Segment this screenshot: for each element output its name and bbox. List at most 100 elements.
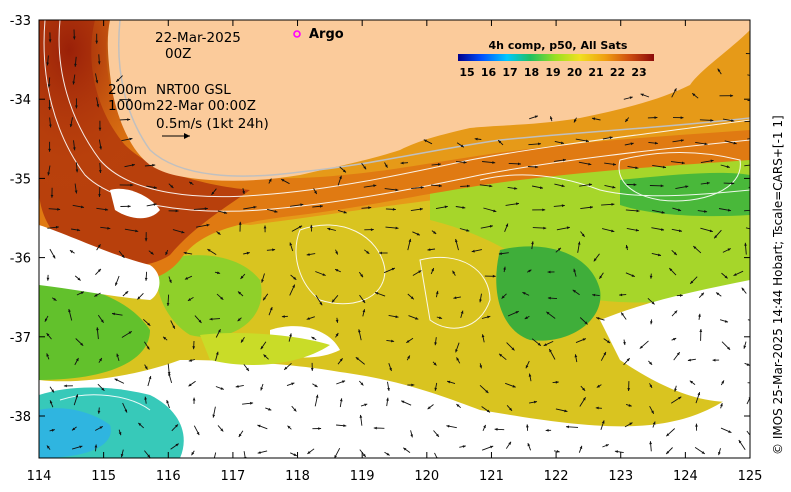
current-arrow-head <box>75 169 79 173</box>
current-arrow-head <box>263 225 267 229</box>
current-arrow-head <box>716 292 720 296</box>
current-arrow-head <box>331 299 335 303</box>
current-arrow-head <box>549 116 553 120</box>
current-arrow-head <box>69 124 73 128</box>
current-arrow-head <box>250 401 254 405</box>
current-arrow-head <box>220 296 224 300</box>
current-arrow-head <box>585 139 589 143</box>
current-arrow-head <box>560 141 564 145</box>
source-label: NRT00 GSL <box>156 82 231 98</box>
current-arrow-head <box>543 343 547 346</box>
current-arrow-head <box>437 163 441 166</box>
current-arrow-head <box>593 258 597 262</box>
current-arrow-head <box>289 242 293 246</box>
current-arrow-head <box>310 224 313 228</box>
current-arrow-head <box>509 407 512 411</box>
current-arrow-head <box>175 209 179 213</box>
current-arrow-head <box>128 98 132 102</box>
current-arrow-head <box>629 96 633 100</box>
current-arrow-head <box>220 428 224 432</box>
current-arrow-head <box>614 450 618 453</box>
current-arrow-head <box>204 207 208 210</box>
current-arrow-head <box>206 223 210 227</box>
current-arrow-head <box>95 80 99 84</box>
current-arrow-head <box>211 191 215 195</box>
current-arrow-head <box>240 275 244 279</box>
current-arrow-head <box>697 392 701 396</box>
current-arrow-head <box>127 205 131 208</box>
current-arrow-head <box>98 194 101 197</box>
scale-label: 0.5m/s (1kt 24h) <box>156 116 269 132</box>
y-tick-label: -33 <box>10 14 31 29</box>
current-arrow-head <box>673 338 677 341</box>
current-arrow-head <box>207 249 211 252</box>
current-arrow-head <box>77 277 81 281</box>
current-arrow-head <box>128 331 132 335</box>
current-arrow-head <box>144 396 147 400</box>
colorbar-tick-label: 23 <box>631 66 646 79</box>
current-arrow-head <box>137 296 141 300</box>
current-arrow-head <box>724 320 728 323</box>
current-arrow-head <box>415 317 419 320</box>
current-arrow-head <box>401 400 405 404</box>
current-arrow-head <box>721 380 724 384</box>
date-label: 22-Mar-2025 <box>155 30 241 46</box>
current-arrow-head <box>166 303 170 306</box>
current-arrow-head <box>306 253 310 256</box>
current-arrow-head <box>339 175 342 179</box>
current-arrow-head <box>526 424 529 428</box>
current-arrow-head <box>733 273 737 276</box>
current-arrow-head <box>582 397 586 401</box>
current-arrow-head <box>588 183 592 187</box>
current-arrow-head <box>574 354 578 358</box>
current-arrow-head <box>416 232 420 236</box>
current-arrow <box>744 209 750 212</box>
current-arrow-head <box>138 422 142 426</box>
current-arrow-head <box>46 445 50 449</box>
time-label: 00Z <box>165 46 191 62</box>
current-arrow-head <box>355 357 359 361</box>
x-tick-label: 125 <box>738 469 763 484</box>
current-arrow-head <box>717 68 721 72</box>
current-arrow-head <box>635 166 639 170</box>
current-arrow-head <box>73 147 76 151</box>
current-arrow-head <box>706 181 710 185</box>
current-arrow-head <box>534 115 538 119</box>
current-arrow-head <box>752 382 755 385</box>
current-arrow-head <box>511 347 515 351</box>
current-arrow-head <box>94 293 98 297</box>
current-arrow-head <box>310 368 314 371</box>
current-arrow-head <box>572 289 576 293</box>
x-tick-label: 121 <box>479 469 504 484</box>
current-arrow-head <box>515 311 519 314</box>
current-arrow-head <box>343 424 347 427</box>
current-arrow-head <box>709 229 713 233</box>
current-arrow-head <box>318 427 322 430</box>
current-arrow-head <box>121 254 125 258</box>
argo-marker-icon <box>293 30 301 38</box>
current-arrow-head <box>112 312 115 316</box>
current-arrow-head <box>489 184 493 188</box>
current-arrow-head <box>391 339 395 343</box>
current-arrow-head <box>444 205 448 209</box>
current-arrow-head <box>621 312 624 316</box>
current-arrow-head <box>257 424 261 428</box>
current-arrow-head <box>528 269 532 273</box>
current-arrow-head <box>636 209 640 213</box>
current-arrow-head <box>384 164 388 168</box>
current-arrow-head <box>360 274 363 278</box>
current-arrow-head <box>651 410 654 414</box>
current-arrow-head <box>577 241 581 245</box>
current-arrow-head <box>261 279 264 283</box>
current-arrow-head <box>493 209 497 213</box>
current-arrow-head <box>373 426 377 430</box>
x-tick-label: 120 <box>414 469 439 484</box>
current-arrow-head <box>652 421 656 425</box>
current-arrow-head <box>188 383 192 387</box>
current-arrow-head <box>639 345 643 349</box>
current-arrow-head <box>623 341 626 345</box>
current-arrow-head <box>184 276 189 280</box>
current-arrow-head <box>756 185 759 188</box>
x-tick-label: 117 <box>220 469 245 484</box>
current-arrow-head <box>75 358 79 362</box>
